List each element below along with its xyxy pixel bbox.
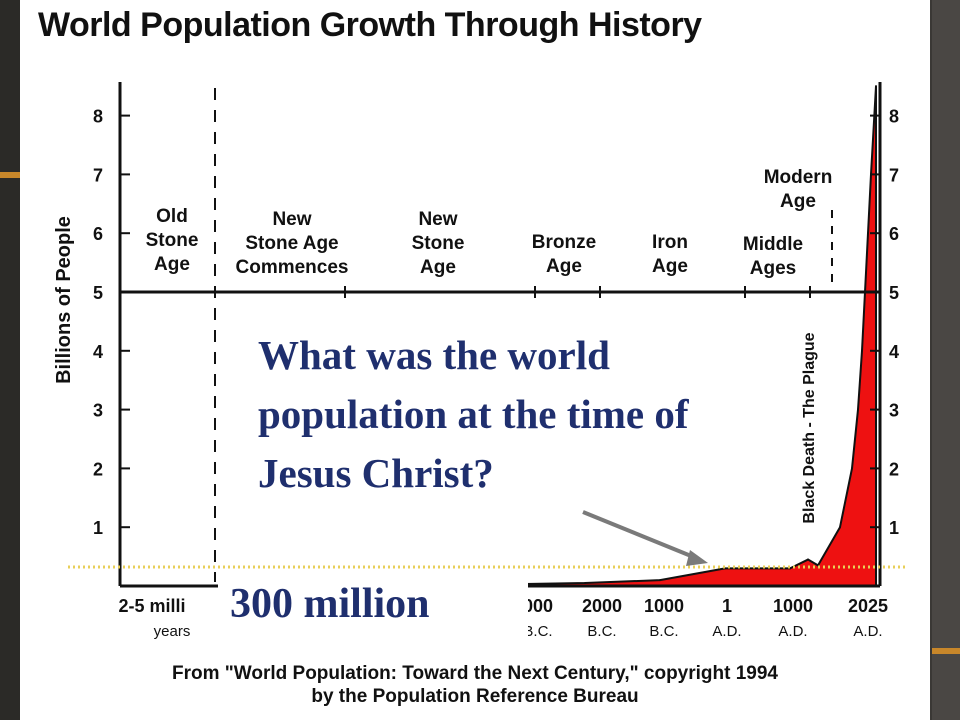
x-tick-sublabel: B.C. bbox=[587, 623, 616, 640]
y-tick-label-left: 4 bbox=[93, 342, 103, 362]
x-tick-label: 1 bbox=[722, 596, 732, 616]
y-tick-label-left: 1 bbox=[93, 518, 103, 538]
x-tick-sublabel: years bbox=[154, 623, 191, 640]
era-label-line: Stone Age bbox=[245, 233, 338, 254]
accent-bar-left bbox=[0, 172, 20, 178]
era-label: Iron Age bbox=[652, 232, 688, 277]
x-tick-label: 2000 bbox=[582, 596, 622, 616]
y-tick-label-left: 5 bbox=[93, 283, 103, 303]
x-tick-sublabel: A.D. bbox=[712, 623, 741, 640]
accent-bar-right bbox=[932, 648, 960, 654]
question-text: What was the world population at the tim… bbox=[258, 332, 689, 496]
era-label-line: Age bbox=[652, 256, 688, 277]
y-tick-label-left: 8 bbox=[93, 107, 103, 127]
era-label: Bronze Age bbox=[532, 232, 596, 277]
data-point bbox=[807, 558, 809, 561]
data-point bbox=[851, 467, 853, 470]
x-tick-label: 000 bbox=[523, 596, 553, 616]
era-label-line: Age bbox=[780, 191, 816, 212]
plague-annotation: Black Death - The Plague bbox=[801, 332, 818, 523]
x-tick-label: 1000 bbox=[644, 596, 684, 616]
data-point bbox=[839, 526, 841, 529]
era-label: Modern Age bbox=[764, 167, 833, 212]
x-tick-sublabel: A.D. bbox=[778, 623, 807, 640]
x-tick-sublabel: A.D. bbox=[853, 623, 882, 640]
slide-right-edge bbox=[932, 0, 960, 720]
era-label-line: Old bbox=[156, 206, 188, 227]
data-point bbox=[861, 349, 863, 352]
source-line-1: From "World Population: Toward the Next … bbox=[171, 663, 778, 684]
x-tick-sublabel: B.C. bbox=[523, 623, 552, 640]
data-point bbox=[875, 85, 877, 88]
x-tick-label: 2025 bbox=[848, 596, 888, 616]
era-label-line: Stone bbox=[146, 230, 199, 251]
pointer-arrow-head bbox=[686, 550, 708, 566]
y-tick-label-right: 8 bbox=[889, 107, 899, 127]
data-point bbox=[867, 232, 869, 235]
y-tick-label-left: 2 bbox=[93, 459, 103, 479]
y-axis-label: Billions of People bbox=[53, 216, 75, 384]
y-tick-label-left: 7 bbox=[93, 165, 103, 185]
x-tick-label: 2-5 milli bbox=[118, 596, 185, 616]
x-tick-sublabel: B.C. bbox=[649, 623, 678, 640]
y-tick-label-right: 4 bbox=[889, 342, 899, 362]
y-tick-label-right: 3 bbox=[889, 401, 899, 421]
era-label-line: Age bbox=[420, 257, 456, 278]
x-tick-label: 1000 bbox=[773, 596, 813, 616]
era-label-line: New bbox=[418, 209, 457, 230]
chart-title: World Population Growth Through History bbox=[38, 6, 702, 44]
era-label-line: Stone bbox=[412, 233, 465, 254]
data-point bbox=[659, 579, 661, 582]
answer-label: 300 million bbox=[218, 572, 528, 636]
era-label-line: Commences bbox=[236, 257, 349, 278]
y-tick-label-right: 5 bbox=[889, 283, 899, 303]
era-label-line: Bronze bbox=[532, 232, 596, 253]
data-point bbox=[584, 582, 586, 585]
data-point bbox=[857, 408, 859, 411]
era-label: Middle Ages bbox=[743, 234, 803, 279]
slide-left-edge bbox=[0, 0, 20, 720]
source-line-2: by the Population Reference Bureau bbox=[311, 686, 639, 707]
era-label-line: New bbox=[272, 209, 311, 230]
era-label-line: Modern bbox=[764, 167, 833, 188]
era-label-line: Iron bbox=[652, 232, 688, 253]
era-label: Old Stone Age bbox=[146, 206, 199, 275]
y-tick-label-right: 2 bbox=[889, 459, 899, 479]
y-tick-label-right: 7 bbox=[889, 165, 899, 185]
pointer-arrow-shaft bbox=[582, 510, 697, 560]
y-tick-label-right: 1 bbox=[889, 518, 899, 538]
y-tick-label-left: 6 bbox=[93, 224, 103, 244]
y-tick-label-right: 6 bbox=[889, 224, 899, 244]
era-label: New Stone Age Commences bbox=[236, 209, 349, 278]
era-label: New Stone Age bbox=[412, 209, 465, 278]
era-label-line: Age bbox=[546, 256, 582, 277]
source-credit: From "World Population: Toward the Next … bbox=[60, 662, 890, 708]
y-tick-label-left: 3 bbox=[93, 401, 103, 421]
era-label-line: Ages bbox=[750, 258, 796, 279]
era-label-line: Middle bbox=[743, 234, 803, 255]
era-label-line: Age bbox=[154, 254, 190, 275]
